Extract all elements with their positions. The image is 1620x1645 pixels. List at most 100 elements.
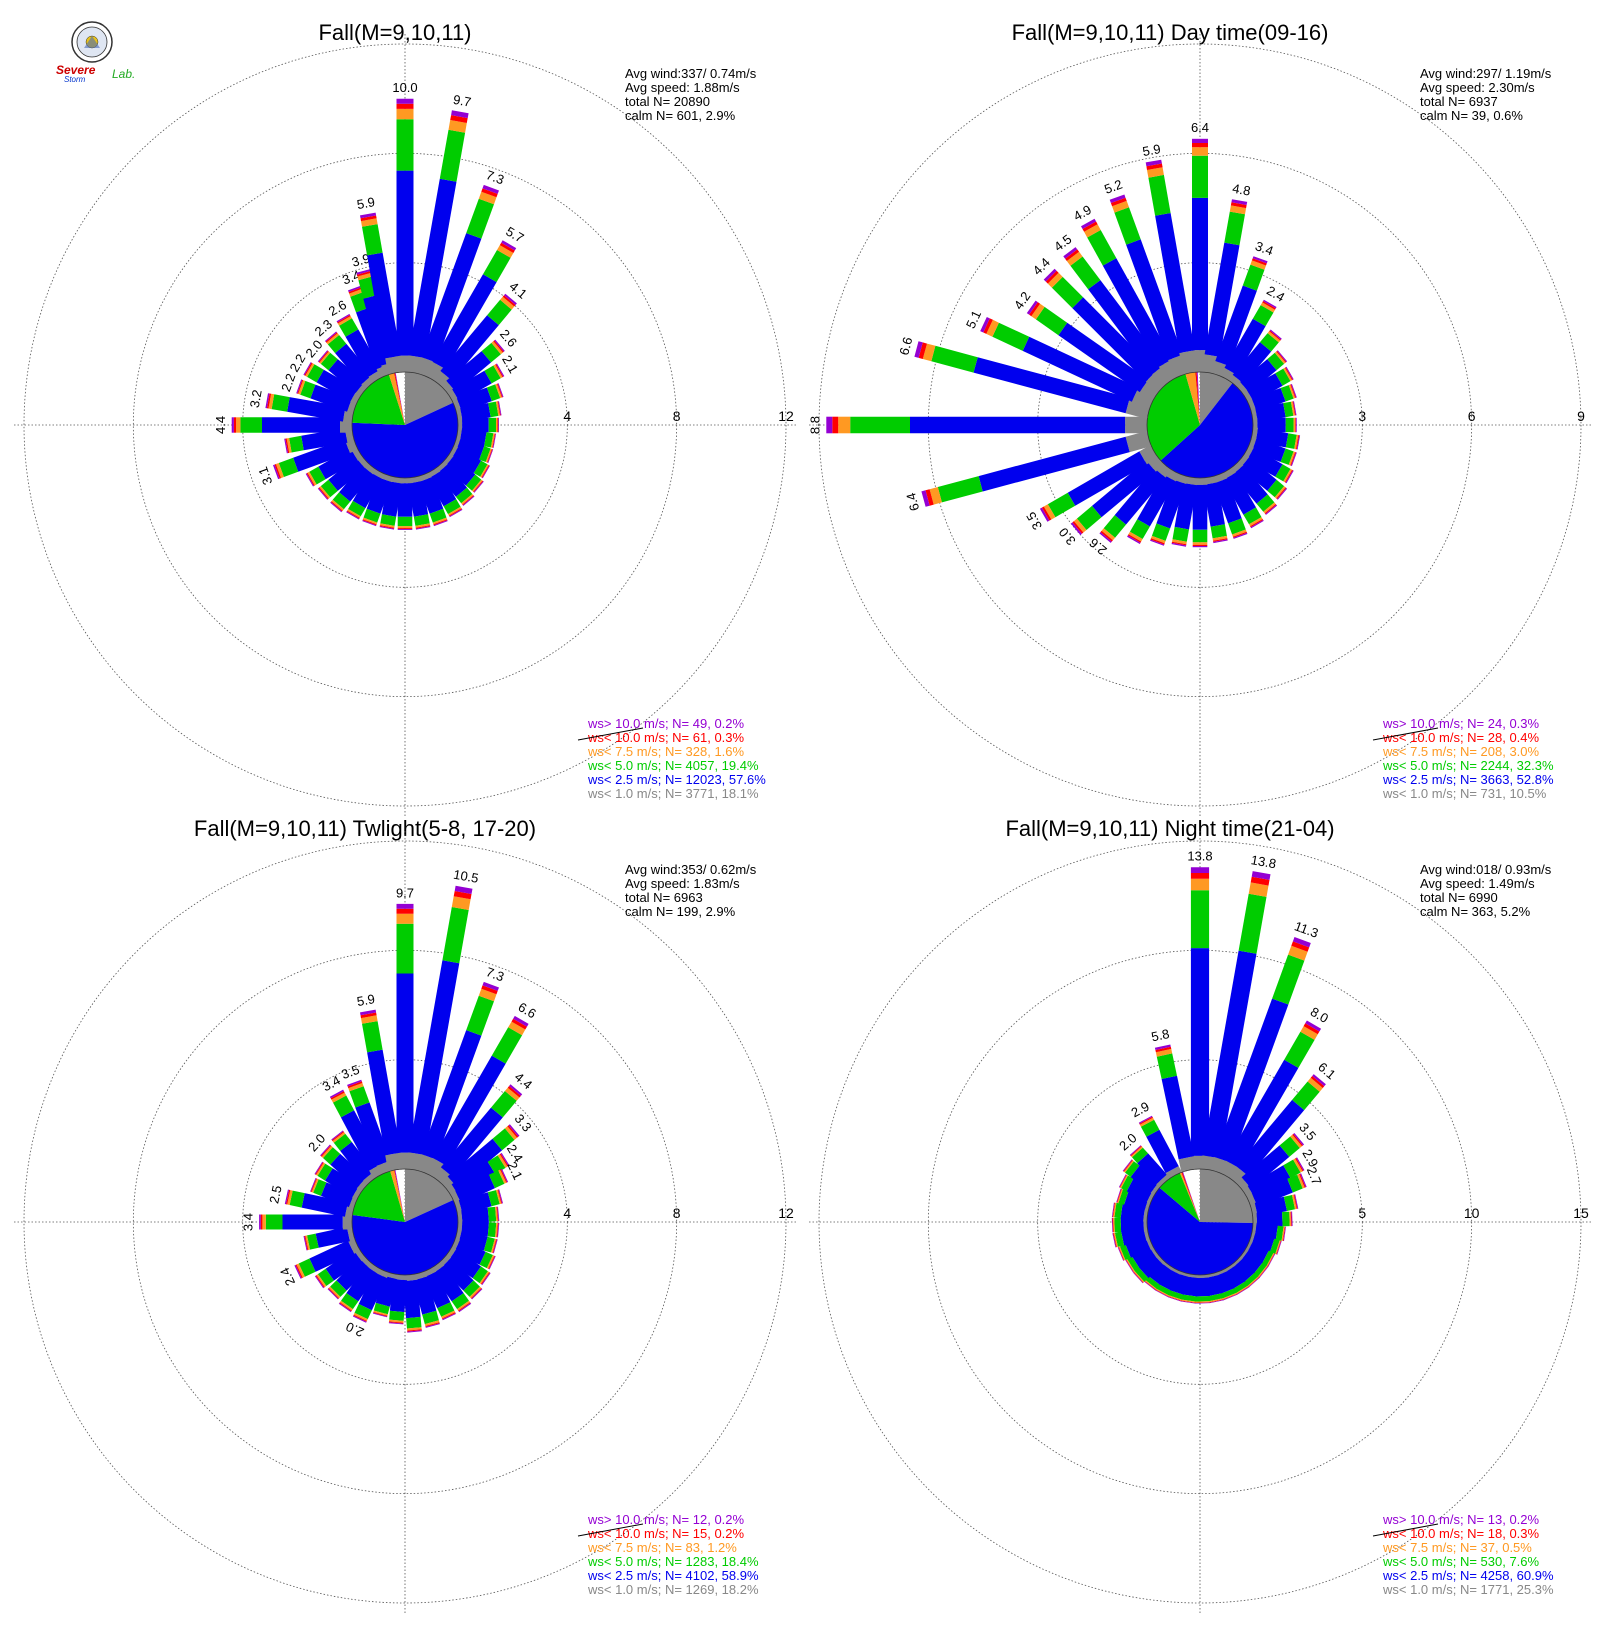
bar-segment-lt7_5: [332, 1132, 346, 1143]
bar-segment-lt2_5: [1067, 451, 1147, 506]
bar-segment-lt7_5: [1248, 882, 1269, 897]
bar-segment-lt1: [385, 1152, 404, 1172]
bar-segment-lt2_5: [1148, 1261, 1172, 1285]
bar-segment-lt10: [1110, 197, 1127, 207]
bar-segment-lt2_5: [453, 1239, 486, 1265]
bar-total-label: 2.2: [278, 371, 298, 393]
bar-segment-lt7_5: [275, 463, 284, 479]
bar-segment-gt10: [471, 1288, 483, 1300]
bar-segment-lt7_5: [1263, 502, 1276, 514]
bar-segment-lt7_5: [319, 351, 331, 364]
bar-segment-lt10: [1190, 873, 1210, 879]
bar-segment-lt5: [1132, 1147, 1149, 1164]
legend-entry: ws> 10.0 m/s; N= 12, 0.2%: [587, 1512, 745, 1527]
bar-segment-lt2_5: [262, 417, 340, 433]
pie-slice-lt5: [1147, 374, 1200, 461]
bar-segment-lt7_5: [1168, 1295, 1183, 1301]
bar-segment-lt7_5: [504, 1126, 517, 1140]
bar-segment-gt10: [1171, 542, 1187, 547]
bar-segment-lt2_5: [309, 1240, 355, 1272]
bar-segment-gt10: [1291, 383, 1297, 398]
bar-segment-gt10: [1296, 435, 1301, 450]
bar-segment-lt2_5: [450, 447, 482, 474]
bar-segment-lt5: [429, 508, 447, 523]
bar-segment-lt5: [307, 364, 324, 383]
bar-segment-lt7_5: [305, 363, 315, 377]
pie-slice-lt7_5: [388, 373, 405, 425]
bar-segment-lt5: [487, 1190, 500, 1207]
bar-total-label: 2.7: [1304, 1165, 1325, 1187]
bar-segment-gt10: [1276, 1240, 1282, 1255]
bar-segment-lt10: [500, 1169, 508, 1183]
bar-segment-lt5: [1145, 1276, 1160, 1289]
bar-segment-lt10: [1155, 1289, 1169, 1297]
bar-segment-gt10: [497, 383, 504, 398]
bar-segment-gt10: [388, 1322, 404, 1325]
bar-total-label: 2.1: [504, 1159, 525, 1182]
bar-segment-gt10: [498, 1189, 503, 1204]
bar-segment-gt10: [1154, 1044, 1171, 1050]
bar-segment-lt5: [1210, 524, 1227, 539]
bar-segment-gt10: [1209, 1299, 1224, 1304]
bar-segment-lt2_5: [427, 471, 457, 507]
bar-segment-gt10: [1250, 520, 1264, 529]
bar-segment-lt2_5: [1232, 465, 1268, 504]
bar-segment-lt10: [285, 438, 290, 454]
pie-slice-gt10: [1196, 372, 1200, 425]
bar-segment-lt10: [1248, 1276, 1260, 1287]
bar-segment-lt5: [1285, 417, 1294, 433]
bar-segment-lt2_5: [1058, 322, 1149, 393]
bar-segment-lt2_5: [444, 456, 476, 486]
bar-segment-gt10: [305, 473, 314, 487]
pie-outline: [1146, 371, 1254, 479]
bar-segment-lt7_5: [1250, 260, 1266, 270]
bar-segment-lt10: [320, 1145, 332, 1157]
bar-segment-gt10: [1248, 1277, 1260, 1288]
bar-segment-lt10: [507, 1125, 519, 1138]
bar-segment-gt10: [492, 433, 497, 448]
bar-segment-gt10: [317, 488, 328, 500]
bar-segment-lt7_5: [1133, 1271, 1145, 1283]
bar-segment-lt2_5: [1022, 336, 1139, 402]
bar-total-label: 2.2: [286, 351, 308, 374]
stats-line: calm N= 199, 2.9%: [625, 904, 736, 919]
bar-segment-lt2_5: [408, 960, 460, 1156]
bar-segment-lt10: [480, 1272, 490, 1285]
bar-segment-gt10: [415, 526, 431, 530]
bar-segment-lt7_5: [415, 523, 431, 528]
bar-segment-lt2_5: [396, 973, 414, 1153]
stats-line: total N= 6937: [1420, 94, 1498, 109]
bar-segment-lt5: [483, 250, 511, 283]
bar-segment-gt10: [346, 511, 360, 520]
bar-segment-gt10: [1138, 1115, 1153, 1124]
bar-segment-lt2_5: [318, 448, 358, 480]
bar-segment-gt10: [1118, 1174, 1127, 1188]
bar-segment-lt7_5: [451, 896, 471, 910]
bar-segment-lt7_5: [339, 1300, 353, 1311]
bar-segment-lt5: [1192, 155, 1208, 198]
bar-segment-lt10: [295, 1264, 303, 1279]
stats-line: Avg wind:297/ 1.19m/s: [1420, 66, 1552, 81]
bar-segment-gt10: [482, 184, 499, 194]
bar-segment-lt5: [1243, 507, 1262, 525]
bar-segment-lt10: [453, 891, 472, 900]
stats-line: Avg wind:353/ 0.62m/s: [625, 862, 757, 877]
bar-segment-lt7_5: [328, 1286, 341, 1299]
bar-segment-lt2_5: [366, 477, 392, 514]
bar-segment-lt5: [451, 1293, 469, 1310]
legend-entry: ws< 2.5 m/s; N= 3663, 52.8%: [1382, 772, 1554, 787]
bar-segment-gt10: [347, 1079, 362, 1087]
pie-slice-lt10: [1195, 372, 1200, 425]
bar-segment-lt5: [484, 432, 494, 448]
bar-segment-lt10: [925, 489, 934, 506]
bar-total-label: 3.4: [320, 1073, 343, 1095]
bar-segment-gt10: [433, 520, 448, 527]
bar-segment-lt5: [1252, 305, 1274, 327]
bar-segment-lt5: [341, 1293, 359, 1310]
bar-segment-lt7_5: [331, 1092, 347, 1103]
bar-segment-gt10: [458, 1303, 472, 1313]
bar-segment-lt2_5: [432, 274, 497, 370]
bar-segment-lt5: [413, 514, 430, 526]
bar-segment-lt2_5: [1092, 460, 1156, 518]
